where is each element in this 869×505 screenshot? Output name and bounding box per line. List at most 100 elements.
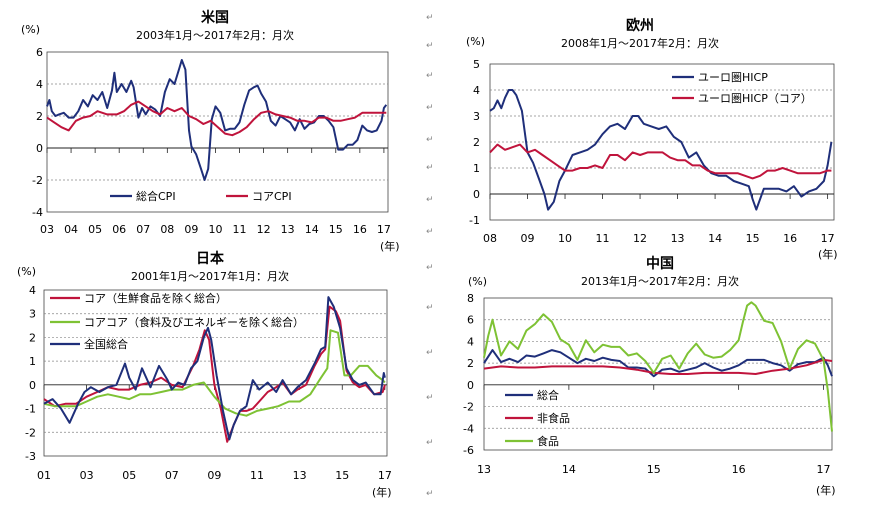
x-tick-label: 10 <box>208 223 222 236</box>
series-line-3 <box>43 296 386 441</box>
chart-us: 米国 2003年1月～2017年2月：月次 (%) (年) -4 -2 0 2 4 6 03 04 05… <box>21 9 400 253</box>
y-axis-unit: (%) <box>466 35 485 48</box>
x-tick-label: 05 <box>122 469 136 482</box>
legend-label: コアコア（食料及びエネルギーを除く総合） <box>84 315 304 329</box>
y-tick-label: 6 <box>36 46 43 59</box>
paragraph-mark: ↵ <box>426 41 434 51</box>
x-tick-label: 04 <box>64 223 78 236</box>
paragraph-mark: ↵ <box>426 303 434 313</box>
y-tick-label: -3 <box>25 450 36 463</box>
legend-label: 総合 <box>537 388 559 402</box>
x-tick-label: 11 <box>233 223 247 236</box>
series-line-2 <box>483 358 833 375</box>
series-line-1 <box>483 349 833 378</box>
x-tick-label: 11 <box>596 232 610 245</box>
y-tick-label: 1 <box>29 355 36 368</box>
x-tick-label: 11 <box>250 469 264 482</box>
x-tick-label: 17 <box>377 223 391 236</box>
x-tick-label: 13 <box>281 223 295 236</box>
x-tick-label: 13 <box>671 232 685 245</box>
paragraph-mark: ↵ <box>426 348 434 358</box>
x-tick-label: 05 <box>88 223 102 236</box>
y-tick-label: 2 <box>467 357 474 370</box>
chart-title: 日本 <box>196 250 225 267</box>
legend-label: ユーロ圏HICP（コア） <box>698 92 812 105</box>
x-tick-label: 08 <box>483 232 497 245</box>
series-line-2 <box>489 143 832 180</box>
y-tick-label: -2 <box>25 426 36 439</box>
legend-label: コア（生鮮食品を除く総合） <box>84 291 227 305</box>
y-tick-label: -4 <box>463 422 474 435</box>
x-tick-label: 14 <box>562 463 576 476</box>
x-tick-label: 16 <box>783 232 797 245</box>
plot-frame <box>46 51 389 213</box>
x-axis-unit: (年) <box>380 239 400 253</box>
x-tick-label: 12 <box>257 223 271 236</box>
y-tick-label: 0 <box>467 379 474 392</box>
x-tick-label: 13 <box>293 469 307 482</box>
series-line-2 <box>46 100 387 137</box>
y-tick-label: 3 <box>29 308 36 321</box>
legend-label: 全国総合 <box>84 337 128 351</box>
x-tick-label: 16 <box>353 223 367 236</box>
y-tick-label: 4 <box>29 284 36 297</box>
paragraph-mark: ↵ <box>426 195 434 205</box>
x-tick-label: 17 <box>378 469 392 482</box>
x-tick-label: 09 <box>207 469 221 482</box>
legend-label: 総合CPI <box>136 189 176 203</box>
y-tick-label: 4 <box>36 78 43 91</box>
chart-title: 中国 <box>646 255 674 272</box>
paragraph-mark: ↵ <box>426 438 434 448</box>
x-axis-unit: (年) <box>818 247 838 261</box>
x-axis-unit: (年) <box>816 483 836 497</box>
y-tick-label: 2 <box>36 110 43 123</box>
x-tick-label: 14 <box>305 223 319 236</box>
chart-china: 中国 2013年1月～2017年2月：月次 (%) (年) -6 -4 -2 0 2 4 6 8 13 1… <box>463 255 836 497</box>
x-tick-label: 17 <box>817 463 831 476</box>
paragraph-mark: ↵ <box>426 227 434 237</box>
y-tick-label: -2 <box>32 174 43 187</box>
y-tick-label: -1 <box>25 403 36 416</box>
series-line-1 <box>489 89 833 211</box>
x-tick-label: 09 <box>521 232 535 245</box>
paragraph-mark: ↵ <box>426 71 434 81</box>
paragraph-mark: ↵ <box>426 263 434 273</box>
chart-subtitle: 2001年1月～2017年1月：月次 <box>131 269 289 283</box>
y-tick-label: -1 <box>469 214 480 227</box>
x-tick-label: 10 <box>558 232 572 245</box>
chart-title: 米国 <box>201 9 229 26</box>
y-tick-label: 5 <box>473 58 480 71</box>
y-tick-label: 4 <box>473 84 480 97</box>
x-tick-label: 15 <box>329 223 343 236</box>
paragraph-mark: ↵ <box>426 393 434 403</box>
series-line-2 <box>43 329 386 417</box>
chart-subtitle: 2013年1月～2017年2月：月次 <box>581 274 739 288</box>
y-axis-unit: (%) <box>21 23 40 36</box>
x-tick-label: 03 <box>40 223 54 236</box>
legend-label: コアCPI <box>252 190 292 203</box>
paragraph-mark: ↵ <box>426 103 434 113</box>
paragraph-mark: ↵ <box>426 13 434 23</box>
x-tick-label: 17 <box>821 232 835 245</box>
x-tick-label: 07 <box>136 223 150 236</box>
series-line-1 <box>46 59 388 181</box>
y-tick-label: 4 <box>467 335 474 348</box>
chart-title: 欧州 <box>626 17 654 34</box>
y-tick-label: 0 <box>473 188 480 201</box>
x-tick-label: 16 <box>732 463 746 476</box>
y-tick-label: -2 <box>463 401 474 414</box>
chart-subtitle: 2003年1月～2017年2月：月次 <box>136 28 294 42</box>
x-tick-label: 13 <box>477 463 491 476</box>
x-tick-label: 15 <box>335 469 349 482</box>
legend-label: 食品 <box>537 434 559 448</box>
y-tick-label: 1 <box>473 162 480 175</box>
x-tick-label: 15 <box>746 232 760 245</box>
x-axis-unit: (年) <box>372 485 392 499</box>
x-tick-label: 15 <box>647 463 661 476</box>
y-tick-label: 2 <box>473 136 480 149</box>
x-tick-label: 12 <box>633 232 647 245</box>
x-tick-label: 14 <box>708 232 722 245</box>
